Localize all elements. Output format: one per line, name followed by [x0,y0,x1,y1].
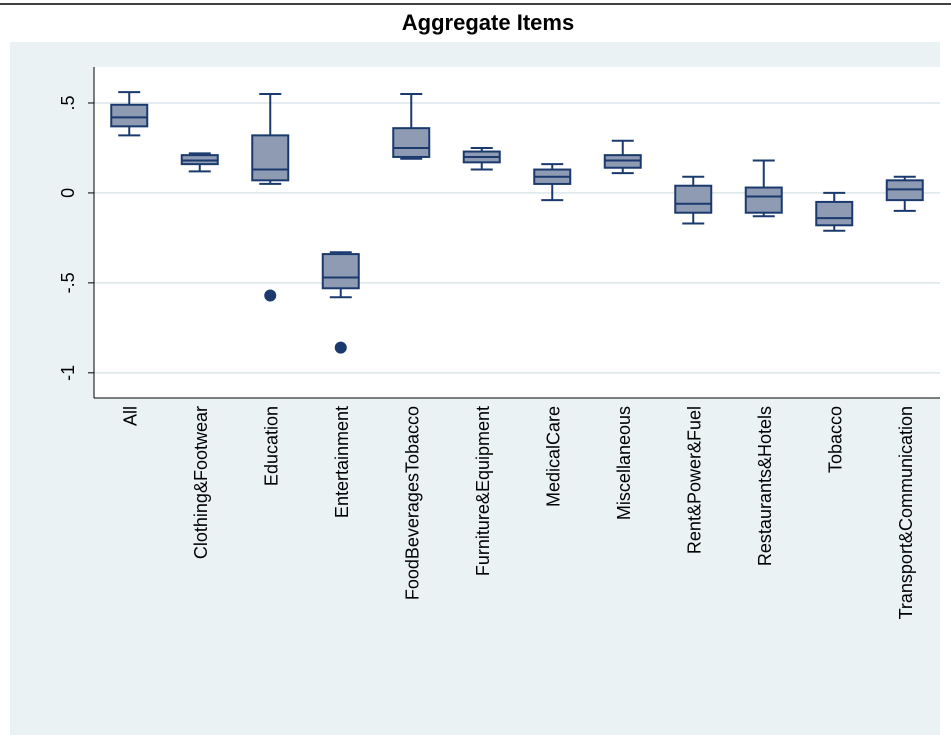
x-tick-label: Tobacco [825,406,845,473]
x-tick-label: Miscellaneous [614,406,634,520]
y-tick-label: -1 [58,365,78,381]
chart-title: Aggregate Items [402,10,574,35]
y-tick-label: .5 [58,95,78,110]
box [815,200,854,227]
x-tick-label: Furniture&Equipment [473,406,493,576]
x-tick-label: Education [261,406,281,486]
x-tick-label: Clothing&Footwear [191,406,211,559]
x-tick-label: All [120,406,140,426]
box [110,103,149,128]
y-tick-label: 0 [58,188,78,198]
outlier [334,341,347,354]
plot-area [94,67,940,398]
y-tick-label: -.5 [58,272,78,293]
box [251,134,290,182]
x-tick-label: Entertainment [332,406,352,518]
box [321,253,360,290]
outlier [264,289,277,302]
x-tick-label: Restaurants&Hotels [755,406,775,566]
x-tick-label: Rent&Power&Fuel [684,406,704,554]
x-tick-label: Transport&Communication [896,406,916,619]
box [744,186,783,214]
box [674,184,713,214]
x-tick-label: FoodBeveragesTobacco [402,406,422,600]
x-tick-label: MedicalCare [543,406,563,507]
box [392,127,431,158]
